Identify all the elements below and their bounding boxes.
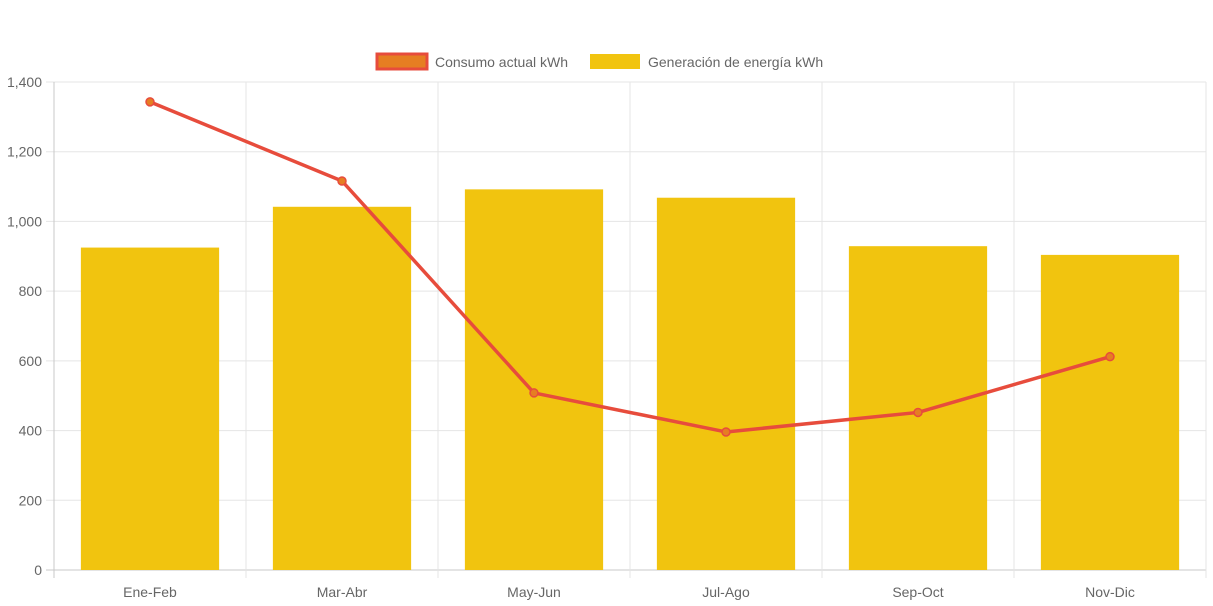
y-tick-label: 400 <box>19 423 43 439</box>
y-tick-label: 800 <box>19 283 43 299</box>
line-series <box>145 97 1115 437</box>
y-tick-label: 1,400 <box>7 74 42 90</box>
point-consumo[interactable] <box>145 97 155 107</box>
y-tick-label: 600 <box>19 353 43 369</box>
legend-swatch-generacion[interactable] <box>590 54 640 69</box>
y-axis: 0 200 400 600 800 1,000 1,200 1,400 <box>7 74 42 578</box>
bar-generacion[interactable] <box>272 206 412 570</box>
x-tick-label: May-Jun <box>507 584 561 600</box>
bar-generacion[interactable] <box>1040 254 1180 571</box>
x-tick-label: Sep-Oct <box>892 584 943 600</box>
grid <box>46 81 1207 578</box>
y-tick-label: 1,200 <box>7 144 42 160</box>
bar-generacion[interactable] <box>464 189 604 571</box>
legend-label-consumo[interactable]: Consumo actual kWh <box>435 54 568 70</box>
legend-swatch-consumo[interactable] <box>375 52 429 71</box>
x-axis: Ene-Feb Mar-Abr May-Jun Jul-Ago Sep-Oct Nov-D… <box>123 584 1135 600</box>
legend-label-generacion[interactable]: Generación de energía kWh <box>648 54 823 70</box>
y-tick-label: 200 <box>19 492 43 508</box>
point-consumo[interactable] <box>913 407 923 418</box>
x-tick-label: Nov-Dic <box>1085 584 1135 600</box>
x-tick-label: Jul-Ago <box>702 584 750 600</box>
bar-generacion[interactable] <box>80 247 220 571</box>
x-tick-label: Mar-Abr <box>317 584 368 600</box>
point-consumo[interactable] <box>337 176 347 186</box>
bar-generacion[interactable] <box>656 197 796 570</box>
x-tick-label: Ene-Feb <box>123 584 177 600</box>
y-tick-label: 1,000 <box>7 213 42 229</box>
point-consumo[interactable] <box>529 388 539 398</box>
legend: Consumo actual kWh Generación de energía… <box>375 52 823 71</box>
line-consumo <box>149 100 1111 434</box>
point-consumo[interactable] <box>721 427 731 437</box>
y-tick-label: 0 <box>34 562 42 578</box>
bar-series <box>80 189 1180 571</box>
point-consumo[interactable] <box>1105 351 1115 362</box>
